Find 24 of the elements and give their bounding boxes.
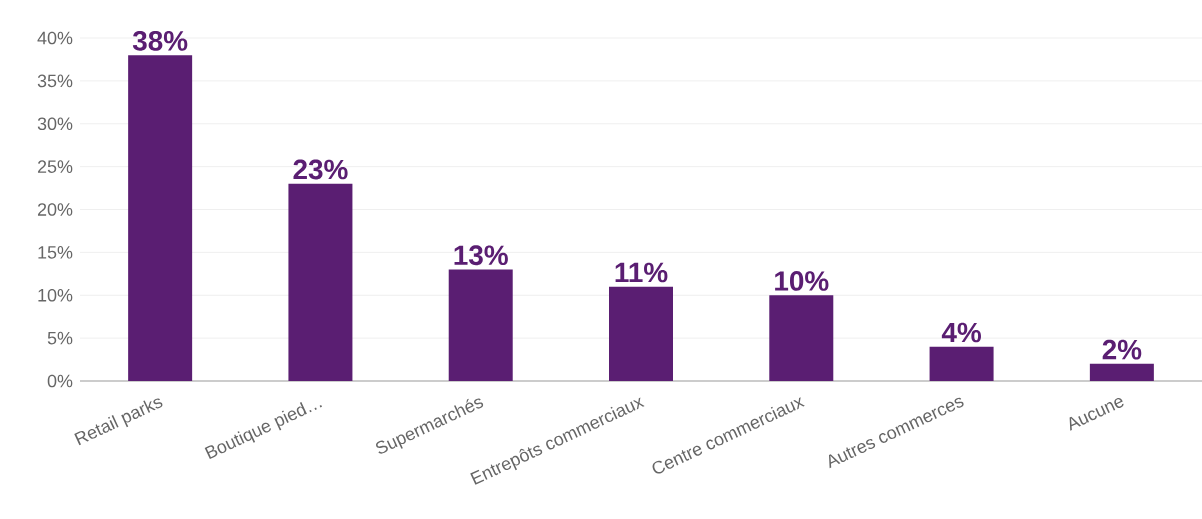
bar — [128, 55, 193, 381]
data-label: 10% — [775, 271, 829, 291]
y-tick-label: 15% — [38, 246, 73, 259]
bar — [609, 286, 673, 381]
data-label: 23% — [293, 159, 348, 180]
y-tick-label: 5% — [47, 331, 73, 345]
bar — [769, 295, 834, 381]
bar — [1089, 363, 1154, 381]
x-tick-label: Retail parks — [74, 398, 163, 446]
y-tick-label: 10% — [38, 288, 73, 302]
data-label: 2% — [1102, 339, 1142, 360]
data-label: 13% — [454, 245, 508, 266]
bar — [448, 269, 513, 381]
y-tick-label: 25% — [37, 160, 73, 173]
bar — [929, 346, 994, 381]
data-label: 38% — [132, 30, 188, 51]
data-label: 11% — [615, 262, 668, 283]
bar — [288, 183, 353, 381]
y-tick-label: 40% — [37, 31, 73, 45]
y-tick-label: 20% — [37, 203, 73, 216]
y-tick-label: 35% — [37, 74, 73, 88]
y-tick-label: 30% — [37, 117, 73, 131]
data-label: 4% — [941, 322, 981, 343]
y-tick-label: 0% — [47, 374, 73, 388]
